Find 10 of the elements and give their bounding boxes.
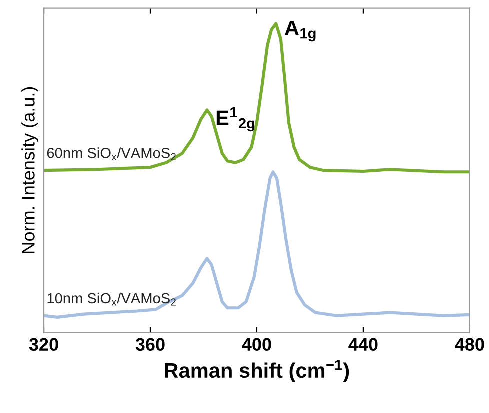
annotation: E$^{1}$$_{2g}$ [216, 108, 255, 132]
x-tick-label: 360 [136, 338, 165, 352]
x-tick-label: 400 [242, 338, 272, 351]
y-axis-title: Norm. Intensity (a.u.) [22, 87, 38, 254]
annotation: A$_{1g}$ [284, 20, 316, 42]
x-tick-label: 320 [29, 338, 58, 352]
x-tick-label: 440 [348, 338, 378, 351]
x-tick-label: 480 [455, 338, 484, 351]
series-label: 10nm SiO$_{x}$/VAMoS$_{2}$ [48, 292, 176, 306]
x-axis-title: Raman shift (cm$^{−1}$) [165, 360, 350, 382]
